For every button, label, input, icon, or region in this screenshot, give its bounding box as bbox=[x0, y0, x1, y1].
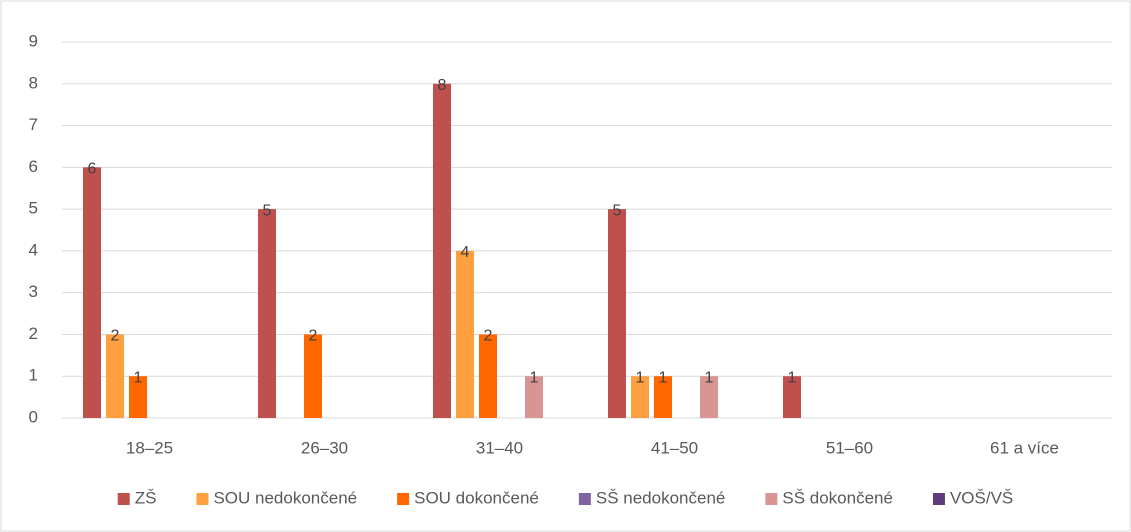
bar bbox=[129, 376, 147, 418]
legend-label: SOU dokončené bbox=[414, 488, 539, 507]
legend-swatch bbox=[578, 493, 591, 505]
legend-swatch bbox=[397, 493, 410, 505]
x-tick-label: 18–25 bbox=[126, 438, 173, 457]
bar bbox=[631, 376, 649, 418]
bar bbox=[608, 209, 626, 418]
x-tick-label: 61 a více bbox=[990, 438, 1059, 457]
legend-label: SŠ nedokončené bbox=[596, 488, 726, 507]
data-label: 1 bbox=[530, 369, 539, 386]
y-tick-label: 3 bbox=[29, 282, 38, 301]
legend-swatch bbox=[196, 493, 209, 505]
data-label: 1 bbox=[659, 369, 668, 386]
x-tick-label: 31–40 bbox=[476, 438, 523, 457]
legend: ZŠ SOU nedokončené SOU dokončené SŠ nedokon… bbox=[117, 488, 1013, 507]
legend-swatch bbox=[117, 493, 130, 505]
data-label: 2 bbox=[309, 328, 318, 345]
y-tick-label: 1 bbox=[29, 366, 38, 385]
bar bbox=[700, 376, 718, 418]
data-label: 1 bbox=[788, 369, 797, 386]
data-label: 1 bbox=[134, 369, 143, 386]
data-label: 5 bbox=[263, 202, 272, 219]
data-label: 2 bbox=[484, 328, 493, 345]
legend-label: SŠ dokončené bbox=[782, 488, 893, 507]
legend-label: ZŠ bbox=[135, 488, 157, 507]
data-label: 1 bbox=[636, 369, 645, 386]
bar bbox=[783, 376, 801, 418]
data-label: 5 bbox=[613, 202, 622, 219]
legend-swatch bbox=[765, 493, 778, 505]
legend-label: SOU nedokončené bbox=[213, 488, 357, 507]
bar bbox=[525, 376, 543, 418]
y-tick-label: 7 bbox=[29, 115, 38, 134]
data-label: 6 bbox=[88, 161, 97, 178]
data-label: 1 bbox=[705, 369, 714, 386]
y-tick-label: 0 bbox=[29, 407, 38, 426]
bar bbox=[83, 167, 101, 418]
legend-label: VOŠ/VŠ bbox=[950, 488, 1013, 507]
y-tick-label: 4 bbox=[29, 240, 38, 259]
x-tick-label: 51–60 bbox=[826, 438, 873, 457]
x-tick-label: 26–30 bbox=[301, 438, 348, 457]
y-tick-label: 5 bbox=[29, 199, 38, 218]
bar bbox=[479, 334, 497, 418]
y-tick-label: 9 bbox=[29, 31, 38, 50]
data-label: 4 bbox=[461, 244, 470, 261]
bar bbox=[654, 376, 672, 418]
bar bbox=[456, 250, 474, 418]
legend-swatch bbox=[932, 493, 945, 505]
data-label: 2 bbox=[111, 328, 120, 345]
y-tick-label: 8 bbox=[29, 73, 38, 92]
data-label: 8 bbox=[438, 77, 447, 94]
y-tick-label: 6 bbox=[29, 157, 38, 176]
bar bbox=[258, 209, 276, 418]
bar bbox=[106, 334, 124, 418]
bar bbox=[433, 83, 451, 419]
x-tick-label: 41–50 bbox=[651, 438, 698, 457]
bar bbox=[304, 334, 322, 418]
y-tick-label: 2 bbox=[29, 324, 38, 343]
